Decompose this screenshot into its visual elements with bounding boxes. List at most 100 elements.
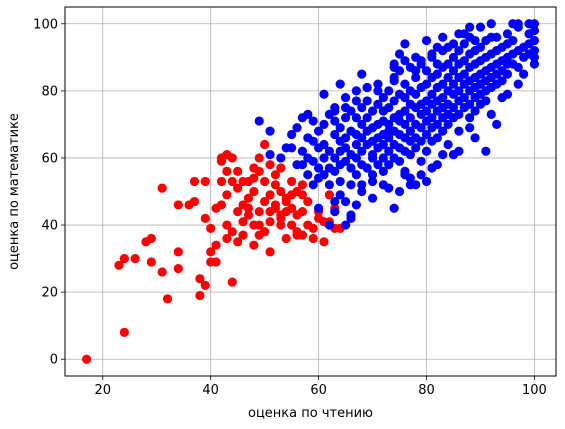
data-point: [411, 180, 421, 190]
data-point: [265, 190, 275, 200]
data-point: [260, 176, 270, 187]
y-tick-label: 100: [33, 17, 58, 32]
data-point: [319, 139, 329, 150]
data-point: [335, 176, 345, 187]
data-point: [265, 126, 275, 136]
data-point: [330, 129, 340, 140]
data-point: [195, 290, 205, 301]
data-point: [400, 119, 410, 130]
data-point: [411, 143, 421, 153]
data-point: [438, 46, 448, 56]
data-point: [281, 233, 291, 244]
data-point: [308, 233, 318, 244]
data-point: [254, 207, 264, 217]
data-point: [189, 196, 200, 207]
y-tick-label: 60: [41, 151, 58, 166]
data-point: [486, 109, 496, 119]
x-tick-label: 20: [94, 383, 111, 398]
x-tick-label: 80: [418, 383, 435, 398]
data-point: [405, 126, 415, 136]
data-point: [346, 180, 356, 190]
data-point: [211, 240, 221, 250]
data-point: [384, 119, 394, 130]
data-point: [459, 39, 469, 49]
data-point: [373, 160, 383, 170]
data-point: [362, 163, 372, 173]
data-point: [529, 46, 540, 56]
data-point: [443, 72, 453, 83]
data-point: [432, 133, 442, 143]
data-point: [276, 186, 286, 197]
data-point: [276, 163, 286, 173]
plot-frame: [64, 6, 557, 377]
data-point: [438, 126, 448, 136]
data-point: [330, 106, 340, 116]
data-point: [313, 163, 324, 173]
data-point: [465, 32, 475, 42]
data-point: [227, 153, 237, 163]
data-point: [448, 79, 459, 89]
data-point: [130, 253, 140, 264]
data-point: [270, 170, 281, 180]
data-point: [416, 170, 426, 180]
data-point: [443, 59, 453, 69]
data-point: [529, 59, 540, 69]
data-point: [206, 223, 216, 233]
data-point: [249, 220, 259, 230]
data-point: [529, 52, 540, 62]
data-point: [378, 139, 388, 150]
data-point: [146, 257, 156, 267]
data-point: [303, 196, 313, 207]
data-point: [454, 86, 464, 96]
data-point: [346, 213, 356, 223]
data-point: [351, 86, 361, 96]
data-point: [227, 277, 237, 287]
data-point: [276, 220, 286, 230]
data-point: [173, 247, 183, 257]
data-point: [287, 143, 297, 153]
data-point: [459, 56, 469, 66]
data-point: [362, 96, 372, 106]
data-point: [357, 186, 367, 197]
data-point: [367, 106, 378, 116]
data-point: [216, 200, 227, 210]
data-point: [260, 227, 270, 237]
data-point: [497, 76, 507, 86]
data-point: [200, 213, 210, 223]
data-point: [378, 166, 388, 176]
data-point: [454, 126, 464, 136]
data-point: [270, 180, 281, 190]
data-point: [432, 69, 442, 79]
data-point: [254, 116, 264, 126]
data-point: [465, 99, 475, 109]
data-point: [233, 237, 243, 247]
data-point: [324, 220, 334, 230]
data-point: [470, 133, 480, 143]
data-point: [216, 176, 227, 187]
data-point: [416, 156, 426, 166]
data-point: [238, 200, 248, 210]
data-point: [389, 96, 399, 106]
data-point: [454, 29, 464, 39]
data-point: [400, 79, 410, 89]
data-point: [297, 230, 308, 240]
data-point: [146, 233, 156, 244]
data-point: [206, 247, 216, 257]
axis-ticks: 20 40 60 80 100 0 20 40 60 80 100: [33, 17, 547, 398]
data-point: [400, 92, 410, 103]
data-point: [362, 82, 372, 93]
data-point: [238, 230, 248, 240]
data-point: [400, 56, 410, 66]
data-point: [297, 160, 308, 170]
data-point: [492, 119, 502, 130]
data-point: [238, 217, 248, 227]
data-point: [324, 146, 334, 156]
data-point: [373, 79, 383, 89]
data-point: [297, 180, 308, 190]
data-point: [265, 217, 275, 227]
data-point: [486, 32, 496, 42]
data-point: [421, 146, 432, 156]
data-point: [211, 257, 221, 267]
data-point: [394, 49, 405, 59]
